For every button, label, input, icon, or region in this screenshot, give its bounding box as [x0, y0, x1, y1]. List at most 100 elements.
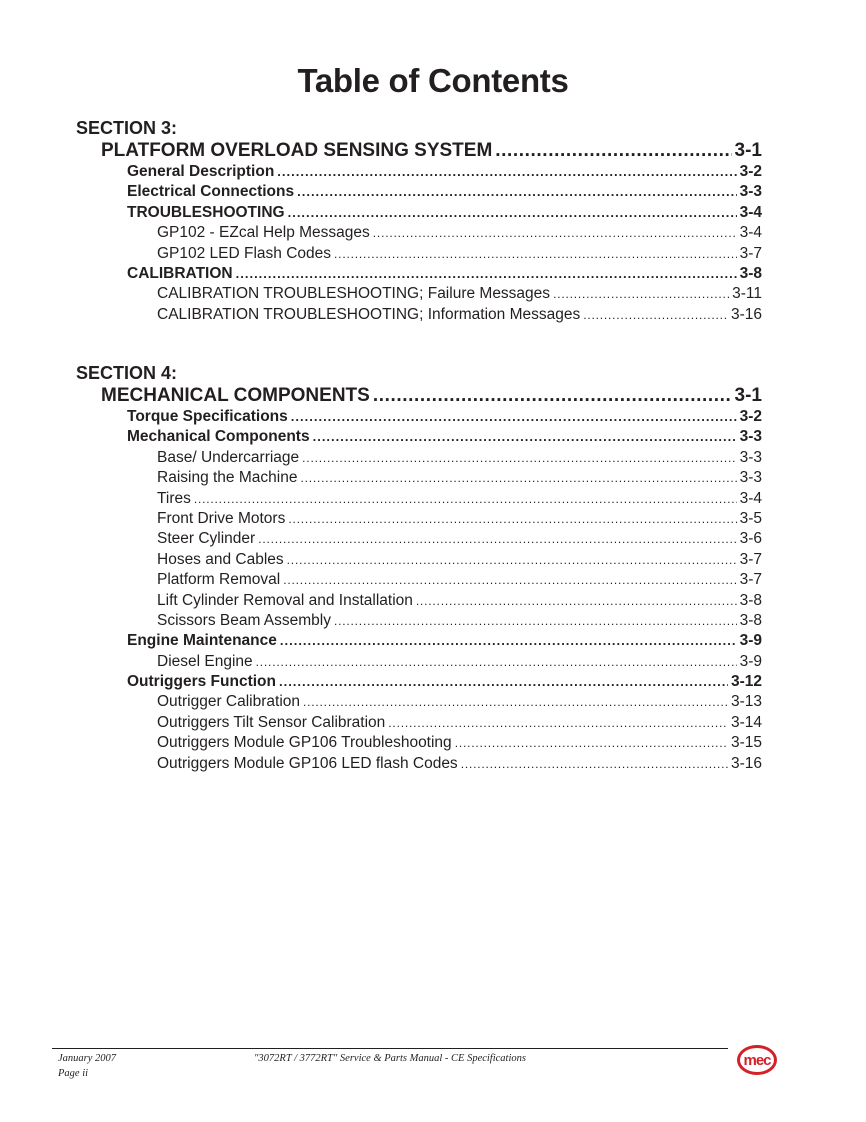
- toc-entry-label: GP102 - EZcal Help Messages: [157, 224, 370, 242]
- dot-leader: [388, 713, 728, 733]
- dot-leader: [297, 182, 736, 202]
- footer-page-number: Page ii: [58, 1068, 89, 1079]
- mec-logo: mec: [737, 1045, 777, 1075]
- toc-entry-label: TROUBLESHOOTING: [127, 203, 285, 221]
- dot-leader: [288, 203, 737, 223]
- toc-entry-page: 3-4: [739, 224, 762, 242]
- toc-entry[interactable]: PLATFORM OVERLOAD SENSING SYSTEM 3-1: [76, 139, 762, 162]
- footer-date: January 2007: [58, 1053, 117, 1064]
- toc-entry-page: 3-7: [739, 550, 762, 568]
- dot-leader: [373, 223, 737, 243]
- dot-leader: [455, 733, 728, 753]
- toc-entry[interactable]: Engine Maintenance 3-9: [76, 631, 762, 651]
- toc-entry-page: 3-5: [739, 509, 762, 527]
- toc-entry-label: Outriggers Tilt Sensor Calibration: [157, 713, 386, 731]
- toc-entry-label: CALIBRATION TROUBLESHOOTING; Failure Mes…: [157, 285, 551, 303]
- toc-entry-label: Lift Cylinder Removal and Installation: [157, 591, 413, 609]
- toc-entry-label: Raising the Machine: [157, 469, 298, 487]
- toc-entry[interactable]: General Description 3-2: [76, 162, 762, 182]
- dot-leader: [416, 591, 737, 611]
- footer-divider: [52, 1048, 728, 1049]
- toc-entry-page: 3-1: [734, 140, 762, 161]
- toc-entry-page: 3-11: [732, 285, 762, 303]
- toc-entry-label: Platform Removal: [157, 571, 281, 589]
- toc-entry[interactable]: Platform Removal 3-7: [76, 570, 762, 590]
- dot-leader: [280, 631, 737, 651]
- toc-entry[interactable]: Electrical Connections 3-3: [76, 182, 762, 202]
- toc-entry[interactable]: Lift Cylinder Removal and Installation 3-…: [76, 591, 762, 611]
- toc-entry[interactable]: Tires 3-4: [76, 489, 762, 509]
- toc-entry[interactable]: GP102 - EZcal Help Messages 3-4: [76, 223, 762, 243]
- toc-entry[interactable]: TROUBLESHOOTING 3-4: [76, 203, 762, 223]
- toc-entry-label: GP102 LED Flash Codes: [157, 244, 332, 262]
- logo-text: mec: [743, 1051, 771, 1069]
- toc-entry-page: 3-3: [739, 448, 762, 466]
- page-title: Table of Contents: [297, 62, 569, 99]
- dot-leader: [256, 652, 737, 672]
- dot-leader: [283, 570, 736, 590]
- toc-entry[interactable]: Base/ Undercarriage 3-3: [76, 448, 762, 468]
- toc-entry[interactable]: Outriggers Module GP106 LED flash Codes 3…: [76, 754, 762, 774]
- toc-entry[interactable]: Outrigger Calibration 3-13: [76, 692, 762, 712]
- dot-leader: [303, 692, 728, 712]
- toc-entry-label: General Description: [127, 163, 275, 180]
- toc-entry[interactable]: Raising the Machine 3-3: [76, 468, 762, 488]
- toc-entry-page: 3-2: [739, 408, 762, 425]
- toc-entry-page: 3-1: [734, 385, 762, 406]
- toc-entry[interactable]: CALIBRATION TROUBLESHOOTING; Failure Mes…: [76, 284, 762, 304]
- toc-entry[interactable]: Mechanical Components 3-3: [76, 427, 762, 447]
- dot-leader: [302, 448, 736, 468]
- dot-leader: [461, 754, 728, 774]
- toc-entry-label: Front Drive Motors: [157, 509, 286, 527]
- toc-entry-page: 3-3: [739, 469, 762, 487]
- toc-entry-page: 3-4: [739, 203, 762, 221]
- toc-entry-label: Outriggers Module GP106 Troubleshooting: [157, 734, 452, 752]
- dot-leader: [334, 611, 737, 631]
- dot-leader: [277, 162, 736, 182]
- toc-entry-page: 3-4: [739, 489, 762, 507]
- toc-entry[interactable]: Hoses and Cables 3-7: [76, 550, 762, 570]
- toc-entry-label: Outriggers Function: [127, 673, 276, 691]
- toc-entry[interactable]: CALIBRATION 3-8: [76, 264, 762, 284]
- footer-manual-title: "3072RT / 3772RT" Service & Parts Manual…: [254, 1053, 526, 1064]
- dot-leader: [291, 407, 737, 427]
- toc-entry[interactable]: GP102 LED Flash Codes 3-7: [76, 244, 762, 264]
- toc-entry-page: 3-15: [730, 734, 762, 752]
- dot-leader: [236, 264, 737, 284]
- toc-entry-label: Electrical Connections: [127, 183, 295, 201]
- toc-entry[interactable]: Steer Cylinder 3-6: [76, 529, 762, 549]
- toc-entry[interactable]: Scissors Beam Assembly 3-8: [76, 611, 762, 631]
- toc-entry-label: Scissors Beam Assembly: [157, 611, 331, 629]
- toc-entry-page: 3-16: [730, 754, 762, 772]
- section-heading: SECTION 3:: [76, 118, 178, 138]
- toc-entry-page: 3-9: [739, 652, 762, 670]
- toc-entry-label: Hoses and Cables: [157, 550, 284, 568]
- toc-entry[interactable]: Outriggers Module GP106 Troubleshooting 3…: [76, 733, 762, 753]
- toc-entry[interactable]: Outriggers Tilt Sensor Calibration 3-14: [76, 713, 762, 733]
- dot-leader: [258, 529, 736, 549]
- toc-entry-page: 3-13: [730, 693, 762, 711]
- dot-leader: [334, 244, 737, 264]
- toc-entry[interactable]: CALIBRATION TROUBLESHOOTING; Information…: [76, 305, 762, 325]
- toc-entry-label: CALIBRATION TROUBLESHOOTING; Information…: [157, 305, 581, 323]
- toc-entry-label: Tires: [157, 489, 191, 507]
- dot-leader: [553, 284, 729, 304]
- toc-entry-label: Steer Cylinder: [157, 530, 256, 548]
- toc-entry[interactable]: Torque Specifications 3-2: [76, 407, 762, 427]
- toc-entry-label: Diesel Engine: [157, 652, 253, 670]
- toc-entry-page: 3-8: [739, 611, 762, 629]
- toc-entry-page: 3-3: [739, 428, 762, 446]
- toc-entry-page: 3-3: [739, 183, 762, 201]
- dot-leader: [583, 305, 728, 325]
- dot-leader: [287, 550, 737, 570]
- toc-entry-label: Torque Specifications: [127, 408, 288, 425]
- toc-entry[interactable]: MECHANICAL COMPONENTS 3-1: [76, 384, 762, 407]
- toc-entry-page: 3-8: [739, 591, 762, 609]
- dot-leader: [373, 384, 732, 407]
- toc-entry-label: Engine Maintenance: [127, 632, 277, 650]
- toc-entry[interactable]: Outriggers Function 3-12: [76, 672, 762, 692]
- toc-entry[interactable]: Front Drive Motors 3-5: [76, 509, 762, 529]
- toc-entry-page: 3-9: [739, 632, 762, 650]
- toc-entry[interactable]: Diesel Engine 3-9: [76, 652, 762, 672]
- toc-entry-page: 3-2: [739, 163, 762, 180]
